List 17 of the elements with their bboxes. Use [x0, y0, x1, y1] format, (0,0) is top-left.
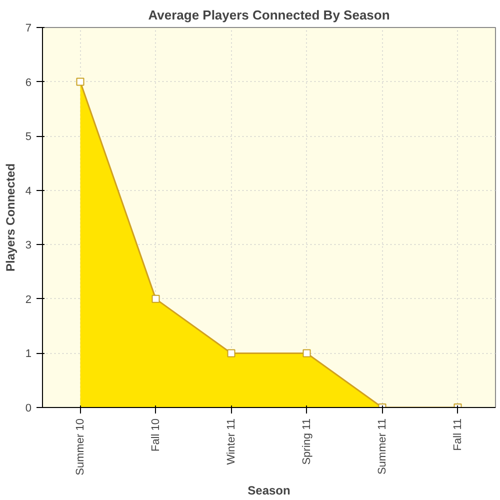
x-axis-title: Season: [248, 483, 290, 498]
x-tick-label: Fall 11: [452, 418, 464, 451]
x-tick-label: Summer 10: [74, 418, 86, 476]
y-axis-title: Players Connected: [3, 163, 18, 272]
y-tick-label: 5: [25, 131, 32, 144]
y-tick-label: 4: [25, 185, 32, 198]
y-tick-label: 0: [25, 402, 32, 414]
chart-title: Average Players Connected By Season: [148, 8, 390, 22]
x-tick-label: Winter 11: [225, 418, 238, 465]
y-tick-label: 1: [25, 348, 32, 360]
x-tick-label: Summer 11: [376, 418, 388, 475]
y-tick-label: 2: [25, 294, 32, 306]
y-tick-label: 6: [25, 76, 32, 89]
y-tick-label: 3: [25, 240, 32, 252]
x-tick-label: Fall 10: [150, 418, 162, 452]
y-tick-label: 7: [25, 22, 32, 34]
x-tick-label: Spring 11: [300, 418, 313, 465]
